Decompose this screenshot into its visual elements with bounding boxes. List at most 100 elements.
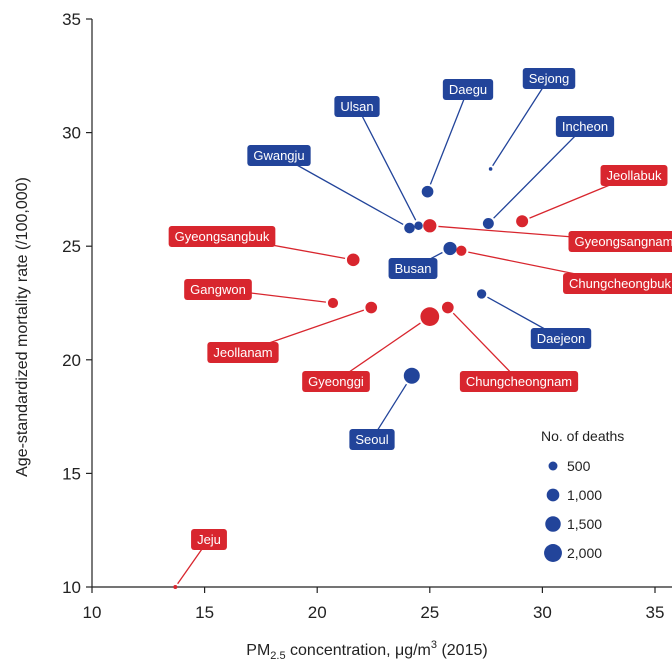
x-axis-ticks: 10 15 20 25 30 35 (83, 587, 664, 622)
point-label-text: Jeollanam (213, 345, 272, 360)
point-label-background (191, 529, 227, 550)
point-label-background (522, 68, 576, 89)
legend-label: 2,000 (567, 545, 602, 561)
data-point (441, 301, 454, 314)
x-axis-title-middle: concentration, μg/m (286, 642, 431, 659)
leader-line (492, 77, 550, 167)
y-tick-label: 30 (62, 124, 81, 143)
point-label-badge: Gyeonggi (302, 371, 370, 392)
point-label-text: Busan (395, 261, 432, 276)
point-label-background (530, 328, 592, 349)
point-label-badge: Incheon (555, 116, 615, 137)
point-label-background (168, 226, 276, 247)
point-label-text: Daegu (449, 82, 487, 97)
x-axis-title-subscript: 2.5 (270, 650, 285, 662)
data-point (414, 221, 423, 230)
data-point (327, 297, 339, 309)
data-point (456, 245, 467, 256)
data-point (404, 222, 415, 234)
data-point (173, 585, 178, 589)
point-label-badge: Ulsan (334, 96, 380, 117)
data-point (482, 218, 494, 229)
point-label-badge: Jeju (191, 529, 227, 550)
legend-label: 1,000 (567, 487, 602, 503)
point-label-badge: Busan (388, 258, 438, 279)
y-tick-label: 20 (62, 351, 81, 370)
point-label-badge: Seoul (349, 429, 395, 450)
legend: No. of deaths 500 1,000 1,500 2,000 (541, 428, 624, 562)
point-labels: Sejong Daegu Ulsan Incheon Gwangju Jeollabuk G… (168, 68, 672, 550)
x-axis-title: PM2.5 concentration, μg/m3 (2015) (246, 639, 487, 662)
point-label-text: Gyeongsangnam (574, 234, 672, 249)
x-axis-title-prefix: PM (246, 642, 270, 659)
y-tick-label: 25 (62, 237, 81, 256)
point-label-badge: Gyeongsangnam (568, 231, 672, 252)
leader-line (493, 125, 586, 219)
x-tick-label: 20 (308, 603, 327, 622)
point-label-text: Daejeon (537, 331, 585, 346)
point-label-badge: Daejeon (530, 328, 592, 349)
data-point (443, 241, 457, 256)
axes (91, 19, 672, 588)
point-label-text: Chungcheongbuk (569, 276, 671, 291)
point-label-background (349, 429, 395, 450)
point-label-badge: Gwangju (247, 145, 311, 166)
y-tick-label: 35 (62, 10, 81, 29)
point-label-text: Ulsan (340, 99, 373, 114)
point-label-badge: Gangwon (184, 279, 252, 300)
point-label-background (563, 273, 672, 294)
point-label-text: Gangwon (190, 282, 246, 297)
data-point (346, 253, 360, 267)
point-label-text: Gyeongsangbuk (175, 229, 270, 244)
data-point (420, 307, 440, 327)
legend-marker (548, 461, 558, 471)
point-label-text: Incheon (562, 119, 608, 134)
data-point (421, 185, 434, 198)
point-label-background (459, 371, 579, 392)
point-label-badge: Chungcheongbuk (563, 273, 672, 294)
point-label-badge: Jeollanam (207, 342, 279, 363)
point-label-text: Sejong (529, 71, 569, 86)
point-label-badge: Daegu (442, 79, 494, 100)
data-point (516, 215, 529, 228)
point-label-background (334, 96, 380, 117)
data-point (488, 167, 493, 171)
legend-marker (546, 488, 560, 502)
point-label-text: Gyeonggi (308, 374, 364, 389)
x-tick-label: 25 (420, 603, 439, 622)
legend-label: 500 (567, 458, 591, 474)
point-label-background (555, 116, 615, 137)
legend-label: 1,500 (567, 516, 602, 532)
x-tick-label: 10 (83, 603, 102, 622)
point-label-badge: Chungcheongnam (459, 371, 579, 392)
legend-marker (544, 544, 562, 562)
point-label-badge: Jeollabuk (600, 165, 668, 186)
y-tick-label: 15 (62, 464, 81, 483)
point-label-text: Jeju (197, 532, 221, 547)
x-axis-title-superscript: 3 (431, 639, 437, 651)
data-point (365, 301, 378, 314)
point-label-background (600, 165, 668, 186)
point-label-background (568, 231, 672, 252)
point-label-background (207, 342, 279, 363)
data-points (173, 167, 529, 589)
point-label-background (388, 258, 438, 279)
point-label-background (302, 371, 370, 392)
leader-line (356, 105, 417, 221)
y-axis-ticks: 10 15 20 25 30 35 (62, 10, 92, 597)
point-label-background (184, 279, 252, 300)
data-point (476, 289, 487, 299)
y-axis-title: Age-standardized mortality rate (/100,00… (14, 177, 31, 477)
point-label-text: Gwangju (253, 148, 304, 163)
point-label-background (442, 79, 494, 100)
point-label-badge: Gyeongsangbuk (168, 226, 276, 247)
x-tick-label: 15 (195, 603, 214, 622)
leader-line (429, 88, 469, 185)
point-label-text: Seoul (355, 432, 388, 447)
x-axis-title-suffix: (2015) (437, 642, 488, 659)
point-label-badge: Sejong (522, 68, 576, 89)
x-tick-label: 30 (533, 603, 552, 622)
point-label-text: Jeollabuk (607, 168, 662, 183)
data-point (403, 367, 420, 384)
